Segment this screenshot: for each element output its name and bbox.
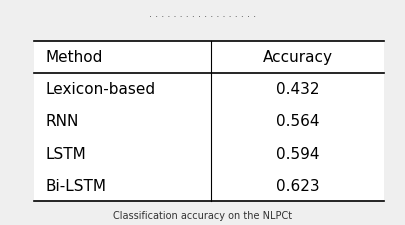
Text: 0.564: 0.564 — [275, 114, 319, 129]
Text: 0.623: 0.623 — [275, 178, 319, 193]
Text: Accuracy: Accuracy — [262, 50, 332, 65]
Text: Method: Method — [46, 50, 103, 65]
Text: Lexicon-based: Lexicon-based — [46, 82, 156, 97]
Text: · · · · · · · · · · · · · · · · · ·: · · · · · · · · · · · · · · · · · · — [149, 12, 256, 22]
Text: LSTM: LSTM — [46, 146, 86, 161]
Text: 0.432: 0.432 — [275, 82, 319, 97]
Bar — [34, 41, 384, 201]
Text: 0.594: 0.594 — [275, 146, 319, 161]
Text: RNN: RNN — [46, 114, 79, 129]
Text: Classification accuracy on the NLPCt: Classification accuracy on the NLPCt — [113, 210, 292, 220]
Text: Bi-LSTM: Bi-LSTM — [46, 178, 107, 193]
